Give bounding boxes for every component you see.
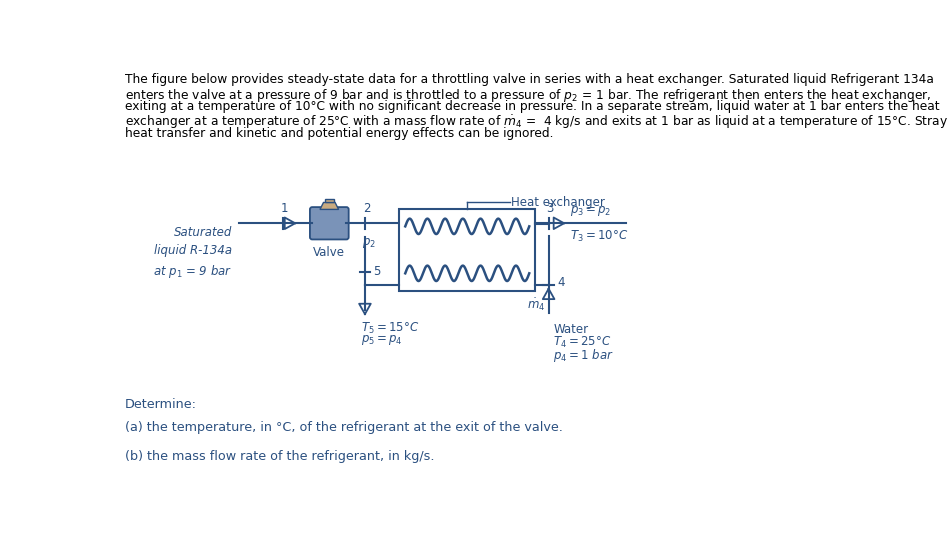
Text: Determine:: Determine: [125, 398, 196, 411]
Text: 2: 2 [363, 202, 371, 215]
Text: exchanger at a temperature of 25°C with a mass flow rate of $\dot{m}_4$ =  4 kg/: exchanger at a temperature of 25°C with … [125, 113, 948, 131]
Text: 5: 5 [374, 264, 381, 277]
FancyBboxPatch shape [310, 207, 349, 239]
Text: Saturated
liquid R-134a
at $p_1$ = 9 bar: Saturated liquid R-134a at $p_1$ = 9 bar [154, 227, 232, 280]
Text: 4: 4 [557, 276, 565, 289]
Text: $p_5 = p_4$: $p_5 = p_4$ [361, 333, 403, 348]
Text: (a) the temperature, in °C, of the refrigerant at the exit of the valve.: (a) the temperature, in °C, of the refri… [125, 421, 562, 434]
Text: $T_3 = 10°C$: $T_3 = 10°C$ [570, 229, 628, 244]
Bar [325, 199, 334, 203]
Text: enters the valve at a pressure of 9 bar and is throttled to a pressure of $p_2$ : enters the valve at a pressure of 9 bar … [125, 86, 931, 104]
Text: $p_3 = p_2$: $p_3 = p_2$ [570, 204, 611, 218]
Text: 3: 3 [546, 202, 554, 215]
Text: exiting at a temperature of 10°C with no significant decrease in pressure. In a : exiting at a temperature of 10°C with no… [125, 100, 939, 113]
Text: $p_2$: $p_2$ [362, 237, 375, 251]
Text: Water: Water [554, 323, 589, 335]
Text: $p_4 = 1$ bar: $p_4 = 1$ bar [554, 347, 614, 364]
Polygon shape [320, 203, 338, 209]
Text: The figure below provides steady-state data for a throttling valve in series wit: The figure below provides steady-state d… [125, 73, 934, 86]
Text: 1: 1 [281, 202, 288, 215]
Text: Heat exchanger: Heat exchanger [511, 196, 606, 209]
Text: heat transfer and kinetic and potential energy effects can be ignored.: heat transfer and kinetic and potential … [125, 127, 554, 140]
Text: (b) the mass flow rate of the refrigerant, in kg/s.: (b) the mass flow rate of the refrigeran… [125, 450, 434, 464]
Text: $T_4 = 25°C$: $T_4 = 25°C$ [554, 335, 611, 350]
Text: $T_5 = 15°C$: $T_5 = 15°C$ [361, 321, 419, 336]
Text: Valve: Valve [313, 246, 345, 258]
Bar [399, 209, 536, 291]
Text: $\dot{m}_4$: $\dot{m}_4$ [527, 297, 545, 313]
